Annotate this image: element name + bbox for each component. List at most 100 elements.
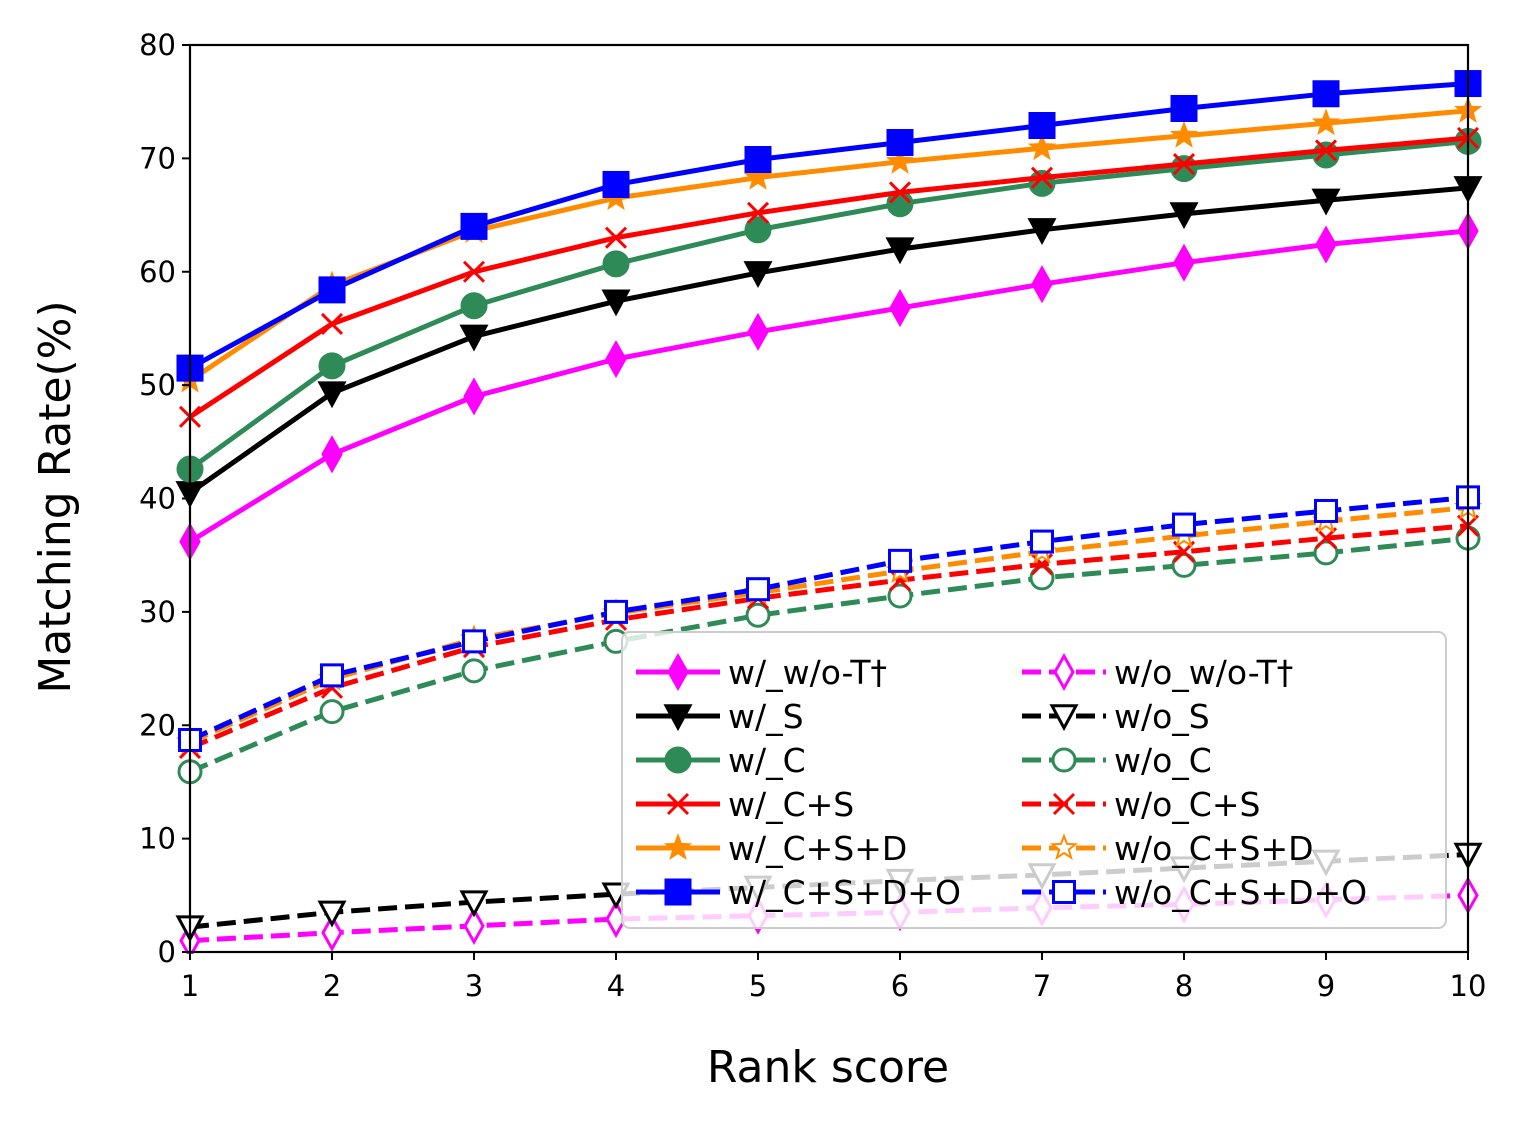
series-line (188, 494, 1469, 743)
legend-entry: w/o_C+S+D (1022, 829, 1314, 868)
series-line (188, 135, 1469, 419)
legend-label: w/o_w/o-T† (1114, 653, 1293, 692)
data-point (461, 658, 487, 684)
data-point (1170, 155, 1198, 183)
data-point (459, 890, 489, 918)
data-point (601, 289, 631, 317)
data-point (744, 146, 772, 174)
legend-label: w/o_C+S+D+O (1114, 873, 1367, 912)
legend-entry: w/_C+S+D (636, 829, 907, 868)
data-point (320, 663, 344, 688)
legend-marker (1051, 747, 1077, 773)
data-point (743, 261, 773, 289)
y-tick-label: 50 (139, 368, 176, 402)
data-point (604, 226, 628, 249)
data-point (887, 583, 913, 609)
legend-marker (1052, 792, 1076, 816)
legend-label: w/_S (728, 697, 804, 736)
legend-label: w/_w/o-T† (728, 653, 887, 692)
x-tick-label: 5 (749, 969, 767, 1003)
data-point (1027, 133, 1057, 161)
data-point (1169, 120, 1199, 148)
data-point (460, 212, 488, 240)
data-point (602, 170, 630, 198)
legend-label: w/_C+S (728, 785, 854, 824)
data-point (1171, 552, 1197, 578)
data-point (1311, 108, 1341, 136)
series-12 (178, 485, 1480, 752)
legend-label: w/_C+S+D+O (728, 873, 961, 912)
data-point (602, 250, 630, 278)
x-tick-label: 8 (1175, 969, 1193, 1003)
data-point (463, 906, 485, 945)
legend-label: w/o_C+S (1114, 785, 1260, 824)
legend-marker (664, 746, 692, 774)
x-tick-label: 3 (465, 969, 483, 1003)
legend-marker (667, 652, 689, 692)
x-tick-label: 6 (891, 969, 909, 1003)
data-point (1030, 166, 1054, 189)
series-line (188, 81, 1469, 371)
legend-entry: w/o_S (1022, 697, 1210, 736)
data-point (745, 602, 771, 628)
series-1 (179, 211, 1479, 561)
data-point (605, 339, 627, 379)
x-axis-label: Rank score (707, 1042, 949, 1093)
data-point (1029, 565, 1055, 591)
series-line (189, 535, 1469, 775)
data-point (885, 237, 915, 265)
legend-entry: w/o_C+S+D+O (1022, 873, 1367, 912)
data-point (1173, 243, 1195, 282)
series-line (189, 523, 1469, 751)
legend-entry: w/_S (636, 697, 804, 736)
data-point (888, 569, 912, 592)
data-point (462, 629, 486, 654)
legend-marker (1049, 833, 1079, 861)
axes-layer: 1 2 3 4 5 6 7 8 9 10 0 10 20 30 40 50 60 70 80 (139, 28, 1486, 1003)
y-tick-label: 20 (139, 708, 176, 742)
data-point (1030, 529, 1054, 554)
legend-entry: w/_w/o-T† (636, 652, 887, 692)
legend-marker (664, 878, 692, 906)
legend: w/_w/o-T† w/_S w/_C w/_C+S w/_C+S+D w/_C+S+D+… (621, 631, 1447, 929)
data-point (1170, 94, 1198, 122)
legend-marker (663, 833, 693, 861)
legend-label: w/o_C+S+D (1114, 829, 1314, 868)
data-point (746, 201, 770, 224)
series-2 (175, 176, 1483, 508)
x-tick-label: 2 (323, 969, 341, 1003)
series-line (188, 138, 1469, 472)
legend-entry: w/o_C+S (1022, 785, 1260, 824)
y-tick-label: 40 (139, 482, 176, 516)
legend-box (621, 631, 1447, 929)
data-point (459, 324, 489, 352)
legend-entry: w/o_w/o-T† (1022, 652, 1293, 692)
y-tick-label: 10 (139, 822, 176, 856)
data-point (1169, 202, 1199, 230)
y-tick-label: 80 (139, 28, 176, 62)
data-point (1311, 188, 1341, 216)
data-point (1313, 540, 1339, 566)
data-point (888, 181, 912, 204)
data-point (317, 900, 347, 928)
data-point (460, 292, 488, 320)
data-point (1314, 139, 1338, 162)
legend-label: w/o_S (1114, 697, 1210, 736)
data-point (743, 162, 773, 190)
legend-label: w/o_C (1114, 741, 1212, 780)
data-point (1315, 225, 1337, 264)
legend-marker (1053, 652, 1075, 692)
legend-marker (663, 704, 693, 732)
legend-entry: w/_C+S+D+O (636, 873, 961, 912)
y-tick-label: 0 (158, 935, 176, 969)
data-point (888, 548, 912, 573)
legend-marker (1052, 880, 1076, 904)
series-line (188, 185, 1469, 495)
data-point (1027, 218, 1057, 245)
x-tick-label: 10 (1450, 969, 1487, 1003)
data-point (1028, 111, 1056, 139)
data-point (1312, 141, 1340, 169)
data-point (1031, 265, 1053, 304)
y-tick-label: 60 (139, 255, 176, 289)
